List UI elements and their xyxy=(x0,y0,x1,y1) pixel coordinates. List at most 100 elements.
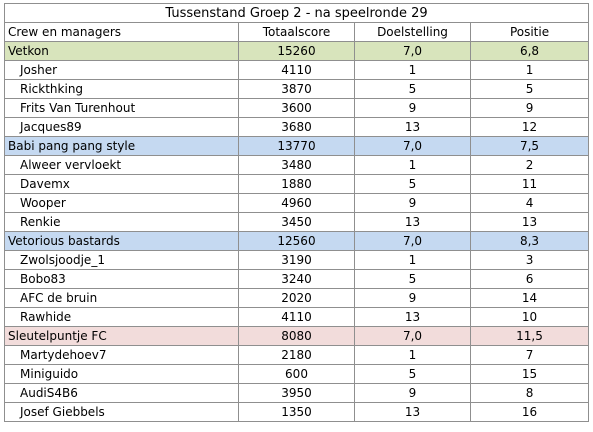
member-goal-cell: 9 xyxy=(354,193,471,213)
member-goal-cell: 5 xyxy=(354,79,471,99)
member-goal-cell: 13 xyxy=(354,307,471,327)
header-position: Positie xyxy=(469,22,590,42)
member-score-cell: 3870 xyxy=(238,79,355,99)
member-name-cell: Bobo83 xyxy=(4,269,239,289)
member-name-cell: Wooper xyxy=(4,193,239,213)
member-goal-cell: 1 xyxy=(354,60,471,80)
team-score-cell: 8080 xyxy=(238,326,355,346)
member-row: Josef Giebbels 1350 13 16 xyxy=(4,402,590,422)
team-position-cell: 8,3 xyxy=(469,231,590,251)
member-position-cell: 14 xyxy=(469,288,590,308)
member-score-cell: 3480 xyxy=(238,155,355,175)
member-name-cell: Alweer vervloekt xyxy=(4,155,239,175)
member-score-cell: 2020 xyxy=(238,288,355,308)
member-goal-cell: 9 xyxy=(354,288,471,308)
member-goal-cell: 13 xyxy=(354,402,471,422)
member-position-cell: 6 xyxy=(469,269,590,289)
member-name-cell: AFC de bruin xyxy=(4,288,239,308)
member-position-cell: 11 xyxy=(469,174,590,194)
member-row: Martydehoev7 2180 1 7 xyxy=(4,345,590,365)
member-goal-cell: 5 xyxy=(354,364,471,384)
member-goal-cell: 1 xyxy=(354,345,471,365)
member-name-cell: Rickthking xyxy=(4,79,239,99)
member-goal-cell: 9 xyxy=(354,98,471,118)
member-name-cell: Zwolsjoodje_1 xyxy=(4,250,239,270)
member-goal-cell: 13 xyxy=(354,117,471,137)
member-goal-cell: 1 xyxy=(354,155,471,175)
header-name: Crew en managers xyxy=(4,22,239,42)
member-goal-cell: 13 xyxy=(354,212,471,232)
member-position-cell: 9 xyxy=(469,98,590,118)
member-row: AFC de bruin 2020 9 14 xyxy=(4,288,590,308)
member-row: Jacques89 3680 13 12 xyxy=(4,117,590,137)
member-name-cell: Jacques89 xyxy=(4,117,239,137)
member-row: AudiS4B6 3950 9 8 xyxy=(4,383,590,403)
member-name-cell: AudiS4B6 xyxy=(4,383,239,403)
member-position-cell: 3 xyxy=(469,250,590,270)
team-score-cell: 13770 xyxy=(238,136,355,156)
member-score-cell: 3450 xyxy=(238,212,355,232)
team-goal-cell: 7,0 xyxy=(354,326,471,346)
member-goal-cell: 5 xyxy=(354,269,471,289)
member-position-cell: 10 xyxy=(469,307,590,327)
member-score-cell: 2180 xyxy=(238,345,355,365)
member-name-cell: Davemx xyxy=(4,174,239,194)
header-score: Totaalscore xyxy=(238,22,355,42)
team-score-cell: 15260 xyxy=(238,41,355,61)
member-position-cell: 4 xyxy=(469,193,590,213)
team-position-cell: 7,5 xyxy=(469,136,590,156)
member-goal-cell: 1 xyxy=(354,250,471,270)
member-score-cell: 3950 xyxy=(238,383,355,403)
team-position-cell: 6,8 xyxy=(469,41,590,61)
member-row: Rickthking 3870 5 5 xyxy=(4,79,590,99)
member-name-cell: Rawhide xyxy=(4,307,239,327)
table-title: Tussenstand Groep 2 - na speelronde 29 xyxy=(3,3,590,23)
member-row: Bobo83 3240 5 6 xyxy=(4,269,590,289)
member-row: Wooper 4960 9 4 xyxy=(4,193,590,213)
member-position-cell: 13 xyxy=(469,212,590,232)
member-score-cell: 3600 xyxy=(238,98,355,118)
member-row: Alweer vervloekt 3480 1 2 xyxy=(4,155,590,175)
member-score-cell: 600 xyxy=(238,364,355,384)
team-position-cell: 11,5 xyxy=(469,326,590,346)
member-row: Miniguido 600 5 15 xyxy=(4,364,590,384)
member-name-cell: Josef Giebbels xyxy=(4,402,239,422)
team-name-cell: Vetkon xyxy=(4,41,239,61)
team-goal-cell: 7,0 xyxy=(354,41,471,61)
member-position-cell: 8 xyxy=(469,383,590,403)
member-score-cell: 4110 xyxy=(238,307,355,327)
member-name-cell: Renkie xyxy=(4,212,239,232)
member-score-cell: 3190 xyxy=(238,250,355,270)
member-row: Davemx 1880 5 11 xyxy=(4,174,590,194)
standings-table: Tussenstand Groep 2 - na speelronde 29 C… xyxy=(3,3,590,422)
member-position-cell: 2 xyxy=(469,155,590,175)
title-row: Tussenstand Groep 2 - na speelronde 29 xyxy=(3,3,590,23)
team-row: Vetorious bastards 12560 7,0 8,3 xyxy=(4,231,590,251)
member-row: Zwolsjoodje_1 3190 1 3 xyxy=(4,250,590,270)
team-row: Sleutelpuntje FC 8080 7,0 11,5 xyxy=(4,326,590,346)
header-goal: Doelstelling xyxy=(354,22,471,42)
team-score-cell: 12560 xyxy=(238,231,355,251)
team-row: Vetkon 15260 7,0 6,8 xyxy=(4,41,590,61)
member-position-cell: 7 xyxy=(469,345,590,365)
member-row: Renkie 3450 13 13 xyxy=(4,212,590,232)
member-name-cell: Martydehoev7 xyxy=(4,345,239,365)
member-position-cell: 5 xyxy=(469,79,590,99)
member-position-cell: 1 xyxy=(469,60,590,80)
member-score-cell: 1880 xyxy=(238,174,355,194)
team-goal-cell: 7,0 xyxy=(354,136,471,156)
member-name-cell: Miniguido xyxy=(4,364,239,384)
team-name-cell: Babi pang pang style xyxy=(4,136,239,156)
member-score-cell: 1350 xyxy=(238,402,355,422)
team-goal-cell: 7,0 xyxy=(354,231,471,251)
member-position-cell: 12 xyxy=(469,117,590,137)
member-row: Rawhide 4110 13 10 xyxy=(4,307,590,327)
member-name-cell: Josher xyxy=(4,60,239,80)
member-row: Frits Van Turenhout 3600 9 9 xyxy=(4,98,590,118)
member-goal-cell: 9 xyxy=(354,383,471,403)
team-name-cell: Vetorious bastards xyxy=(4,231,239,251)
member-name-cell: Frits Van Turenhout xyxy=(4,98,239,118)
member-goal-cell: 5 xyxy=(354,174,471,194)
member-score-cell: 4110 xyxy=(238,60,355,80)
member-score-cell: 4960 xyxy=(238,193,355,213)
